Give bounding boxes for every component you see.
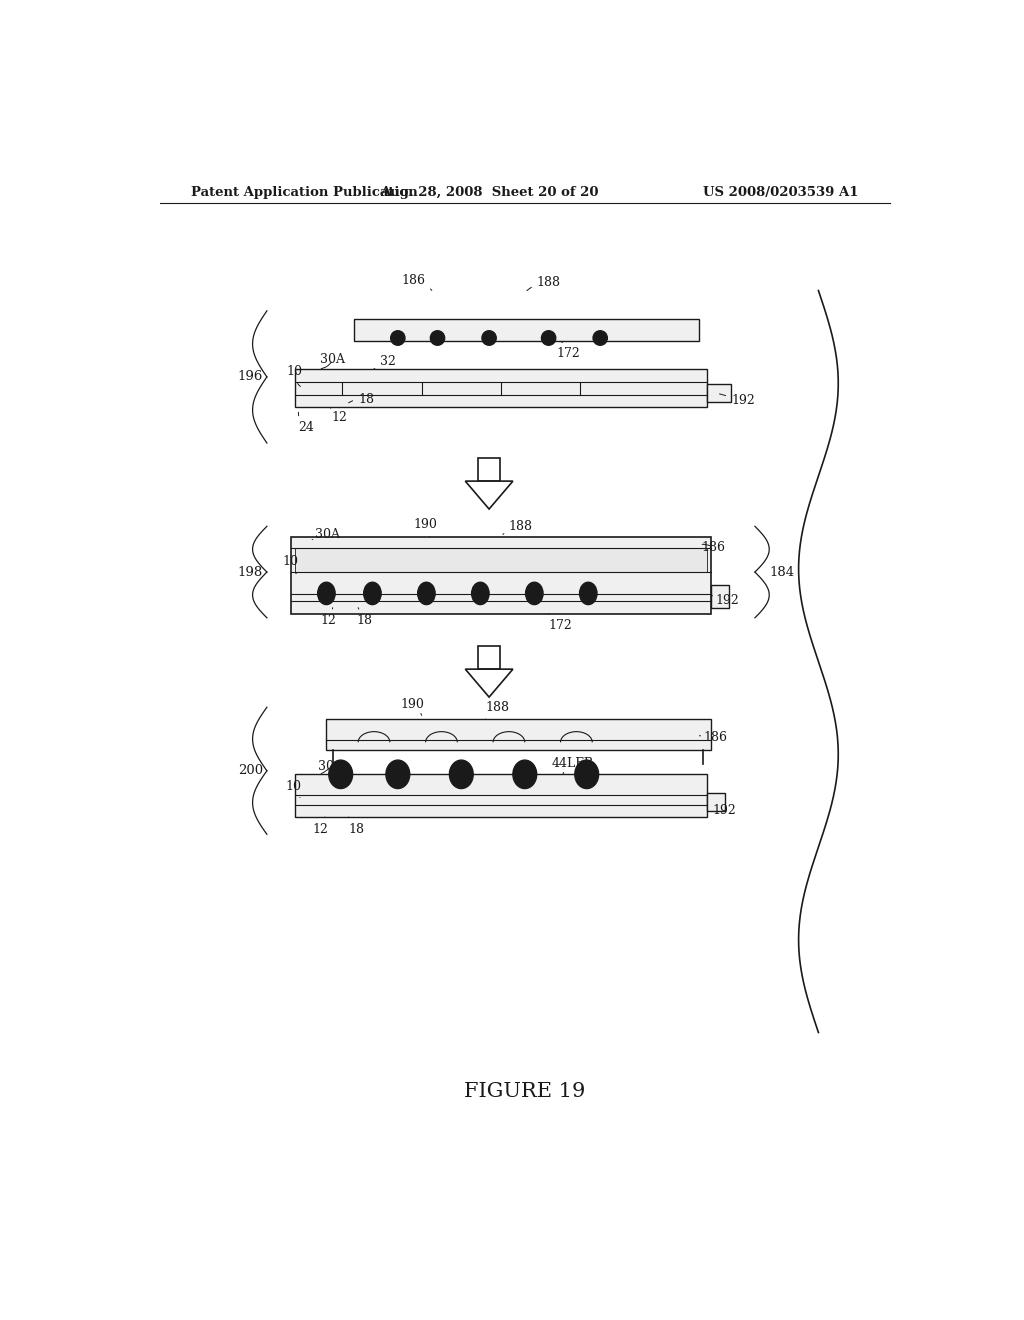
Text: 12: 12: [331, 408, 347, 424]
Ellipse shape: [364, 582, 381, 605]
Bar: [478, 458, 500, 480]
Ellipse shape: [430, 331, 444, 346]
Text: 30A: 30A: [312, 528, 341, 541]
Text: 18: 18: [356, 607, 373, 627]
Ellipse shape: [386, 760, 410, 788]
Text: 30A: 30A: [317, 760, 343, 774]
Text: 198: 198: [238, 565, 263, 578]
Text: 200: 200: [238, 764, 263, 777]
Text: FIGURE 19: FIGURE 19: [464, 1082, 586, 1101]
Bar: [295, 368, 708, 408]
Ellipse shape: [593, 331, 607, 346]
Text: 12: 12: [321, 607, 337, 627]
Ellipse shape: [472, 582, 489, 605]
Text: 190: 190: [414, 517, 437, 536]
Polygon shape: [465, 669, 513, 697]
Text: 12: 12: [313, 817, 329, 836]
Bar: [327, 719, 712, 750]
Ellipse shape: [450, 760, 473, 788]
Text: 10: 10: [287, 366, 303, 387]
Text: 44LFB: 44LFB: [551, 756, 594, 775]
Bar: [291, 536, 712, 614]
Text: 10: 10: [285, 780, 301, 797]
Text: 172: 172: [557, 342, 581, 360]
Text: 188: 188: [503, 520, 532, 535]
Bar: [708, 792, 725, 810]
Bar: [478, 647, 500, 669]
Text: Patent Application Publication: Patent Application Publication: [191, 186, 418, 199]
Ellipse shape: [574, 760, 599, 788]
Text: 186: 186: [699, 731, 727, 744]
Text: 186: 186: [701, 541, 726, 554]
Text: 18: 18: [348, 393, 374, 405]
Polygon shape: [465, 480, 513, 510]
Text: US 2008/0203539 A1: US 2008/0203539 A1: [702, 186, 858, 199]
Text: 18: 18: [348, 817, 365, 836]
Ellipse shape: [542, 331, 556, 346]
Bar: [295, 775, 708, 817]
Ellipse shape: [525, 582, 543, 605]
Bar: [708, 384, 731, 403]
Text: 196: 196: [238, 371, 263, 383]
Ellipse shape: [482, 331, 497, 346]
Ellipse shape: [580, 582, 597, 605]
Text: 192: 192: [708, 804, 736, 817]
Bar: [354, 319, 699, 342]
Ellipse shape: [329, 760, 352, 788]
Text: 10: 10: [283, 556, 299, 574]
Bar: [295, 548, 708, 572]
Text: Aug. 28, 2008  Sheet 20 of 20: Aug. 28, 2008 Sheet 20 of 20: [380, 186, 598, 199]
Text: 188: 188: [526, 276, 560, 290]
Text: 192: 192: [720, 393, 755, 407]
Ellipse shape: [391, 331, 404, 346]
Text: 184: 184: [769, 565, 795, 578]
Text: 30A: 30A: [321, 354, 345, 368]
Text: 188: 188: [485, 701, 510, 719]
Ellipse shape: [513, 760, 537, 788]
Text: 190: 190: [400, 698, 424, 715]
Text: 192: 192: [712, 594, 739, 607]
Ellipse shape: [317, 582, 335, 605]
Ellipse shape: [418, 582, 435, 605]
Text: 32: 32: [374, 355, 396, 368]
Bar: [712, 585, 729, 607]
Text: 172: 172: [549, 614, 572, 632]
Text: 24: 24: [298, 412, 314, 434]
Text: 186: 186: [401, 273, 432, 290]
